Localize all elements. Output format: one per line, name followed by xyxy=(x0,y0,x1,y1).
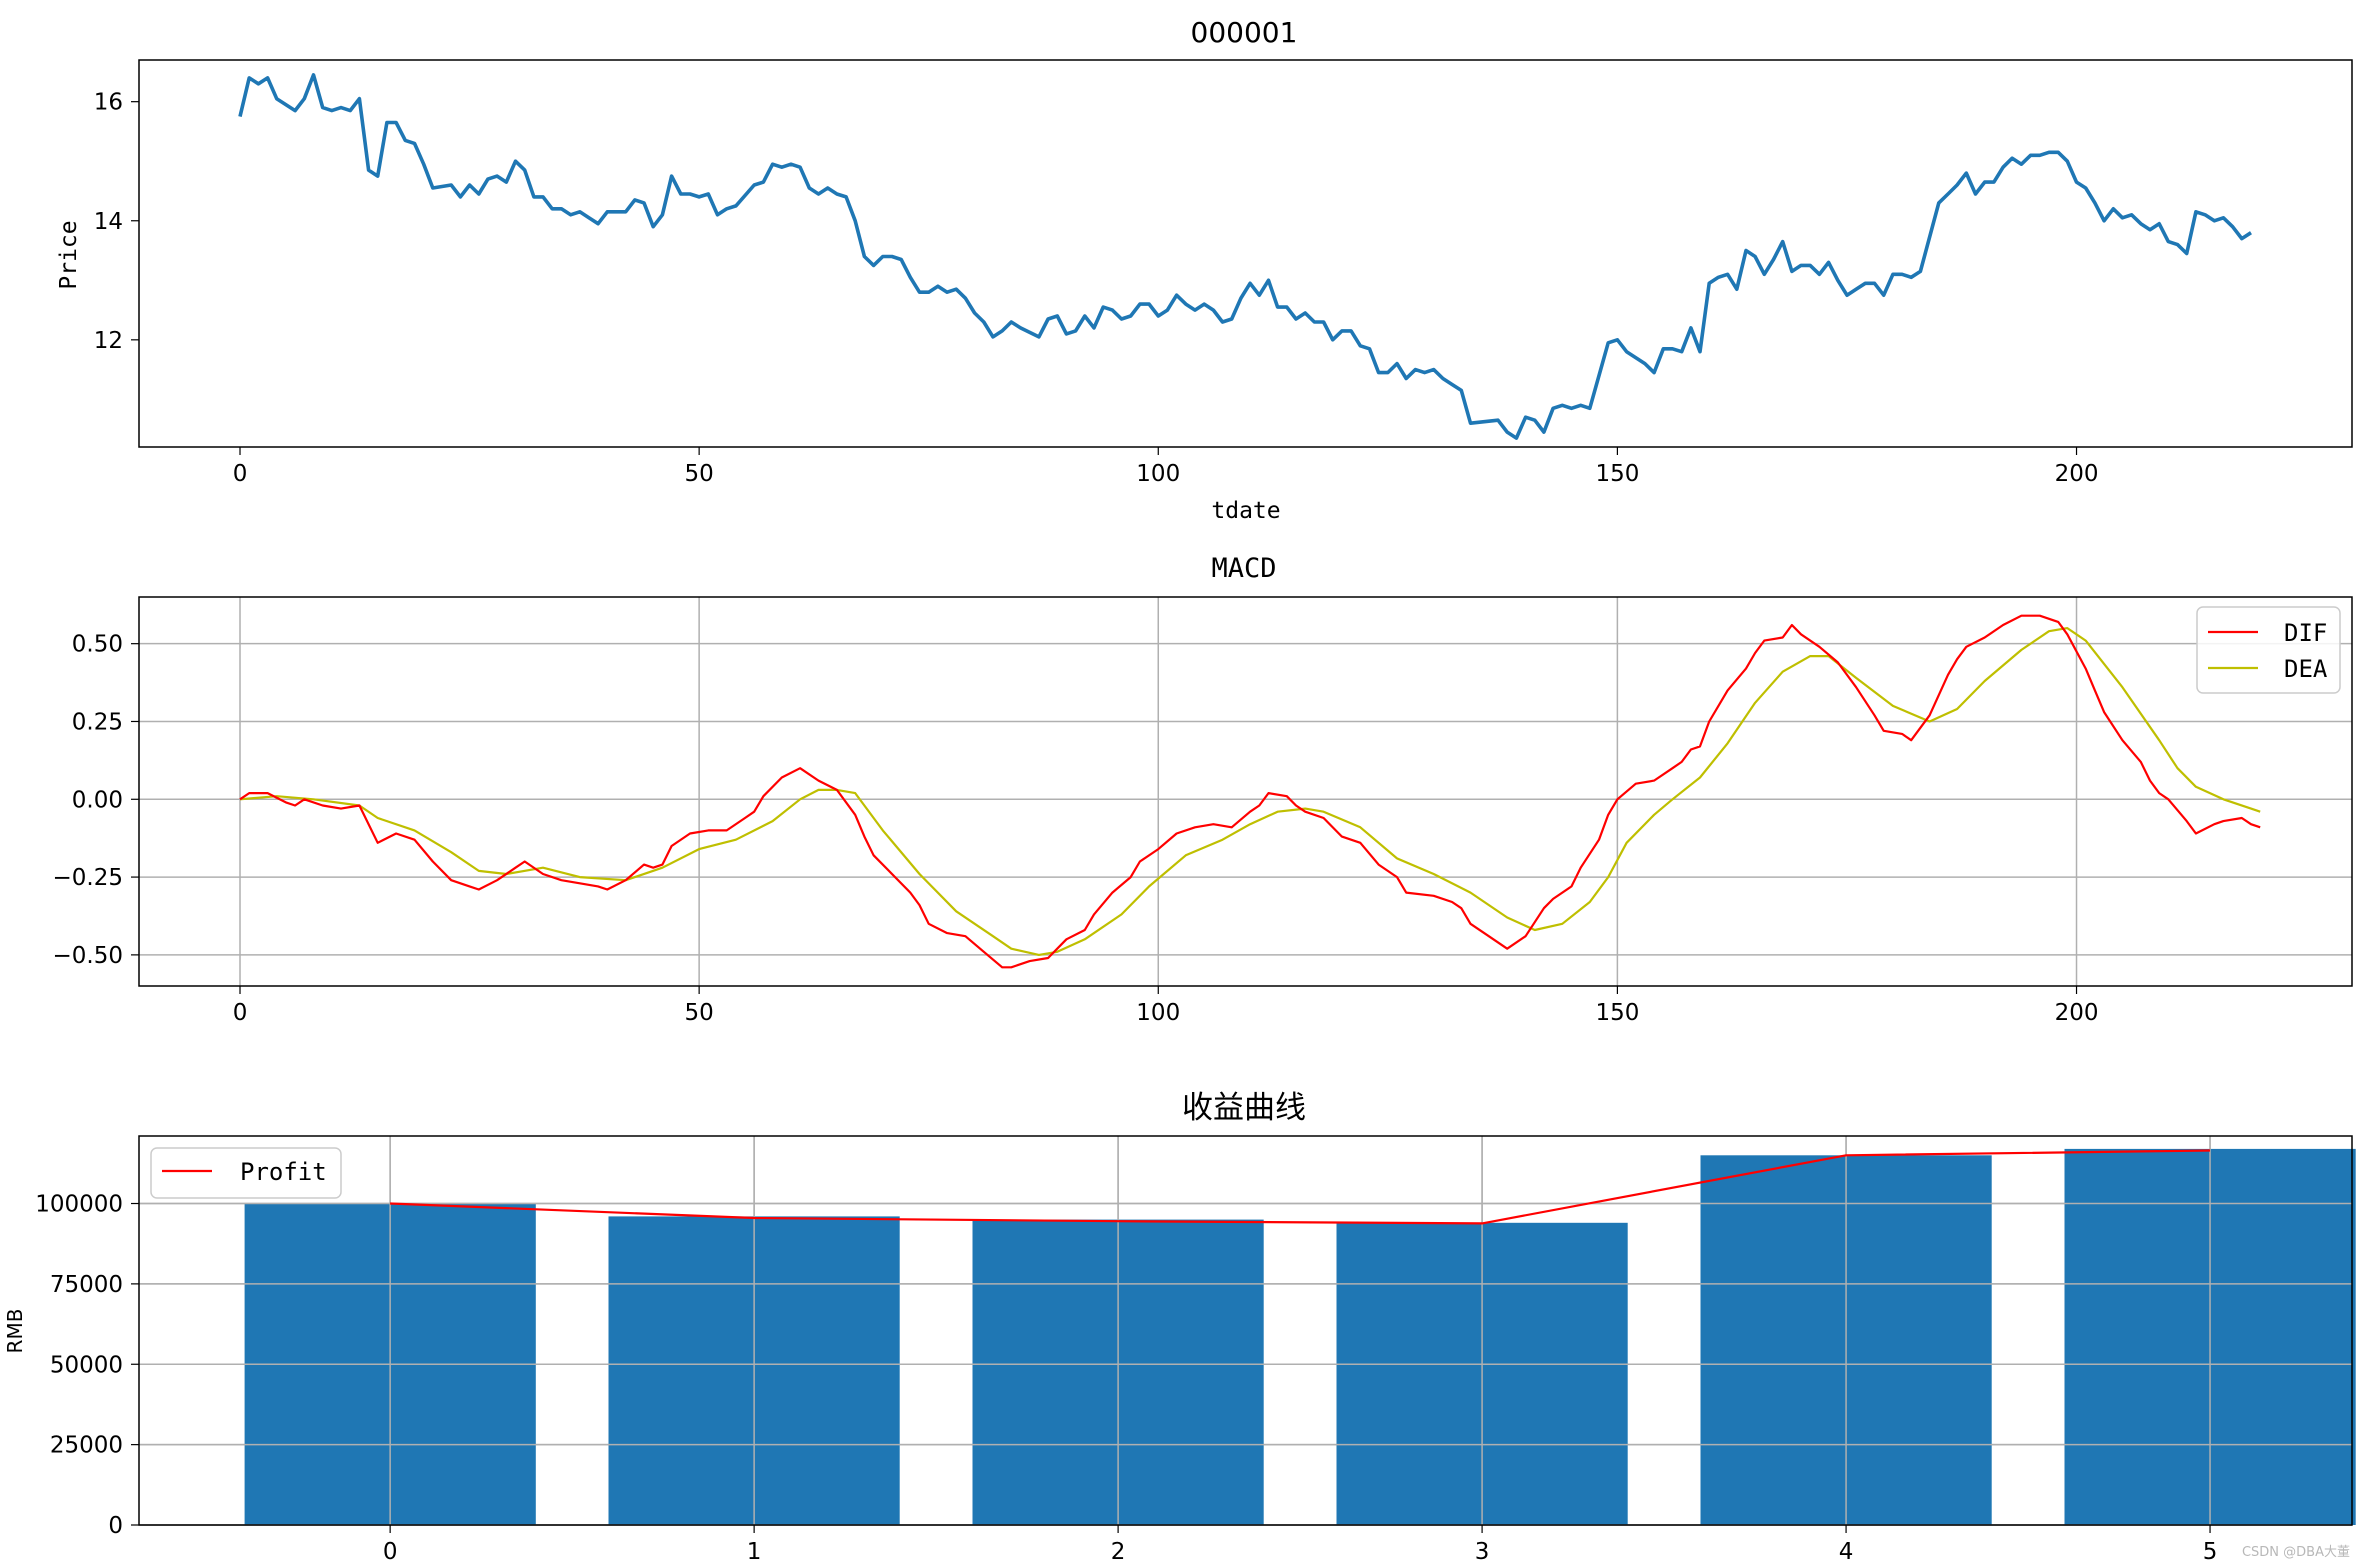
price-x-axis-label: tdate xyxy=(1211,498,1280,524)
legend-dif-label: DIF xyxy=(2284,619,2327,647)
profit-bars xyxy=(244,1148,2356,1525)
macd-x-tick-label: 0 xyxy=(233,1000,248,1026)
profit-y-ticks: 0 25000 50000 75000 100000 xyxy=(35,1192,139,1539)
profit-x-tick-label: 2 xyxy=(1111,1539,1126,1562)
price-y-tick-label: 14 xyxy=(94,209,123,235)
profit-x-tick-label: 3 xyxy=(1475,1539,1490,1562)
legend-profit-label: Profit xyxy=(240,1158,327,1186)
price-axes-frame xyxy=(138,59,2353,448)
macd-x-tick-label: 50 xyxy=(684,1000,713,1026)
profit-y-tick-label: 25000 xyxy=(50,1433,123,1459)
profit-y-tick-label: 50000 xyxy=(50,1352,123,1378)
macd-axes-frame xyxy=(138,596,2353,987)
macd-y-tick-label: 0.25 xyxy=(72,709,123,735)
price-y-axis-label: Price xyxy=(56,220,82,289)
price-y-tick-label: 12 xyxy=(94,328,123,354)
price-axes: 000001 0 50 100 150 200 12 14 16 tdate Price xyxy=(56,16,2353,524)
macd-legend: DIF DEA xyxy=(2196,606,2341,694)
macd-y-tick-label: 0.50 xyxy=(72,632,123,658)
profit-x-tick-label: 5 xyxy=(2203,1539,2218,1562)
macd-axes: MACD 0 50 100 150 200 −0.50 −0.25 0.00 0.25 0.50… xyxy=(53,553,2353,1026)
macd-grid xyxy=(139,597,2352,986)
macd-x-tick-label: 200 xyxy=(2055,1000,2099,1026)
macd-legend-box xyxy=(2196,606,2341,694)
profit-y-axis-label: RMB xyxy=(3,1309,27,1354)
profit-line xyxy=(390,1149,2211,1225)
profit-x-tick-label: 0 xyxy=(383,1539,398,1562)
macd-y-ticks: −0.50 −0.25 0.00 0.25 0.50 xyxy=(53,632,139,969)
profit-axes: 收益曲线 0 1 2 3 4 5 0 25000 50000 75000 100000 RMB P… xyxy=(3,1090,2356,1562)
price-x-tick-label: 0 xyxy=(233,461,248,487)
macd-y-tick-label: −0.25 xyxy=(53,865,123,891)
profit-y-tick-label: 75000 xyxy=(50,1272,123,1298)
profit-chart-title: 收益曲线 xyxy=(1182,1090,1306,1126)
profit-x-tick-label: 1 xyxy=(747,1539,762,1562)
profit-legend-box xyxy=(150,1147,342,1199)
macd-dif-line xyxy=(239,614,2261,969)
price-chart-title: 000001 xyxy=(1191,16,1298,49)
profit-x-ticks: 0 1 2 3 4 5 xyxy=(383,1525,2218,1562)
price-y-tick-label: 16 xyxy=(94,90,123,116)
profit-legend: Profit xyxy=(150,1147,342,1199)
legend-dea-label: DEA xyxy=(2284,655,2328,683)
macd-y-tick-label: −0.50 xyxy=(53,943,123,969)
price-plot-area xyxy=(238,73,2252,440)
macd-dea-line xyxy=(239,626,2261,957)
macd-plot-area xyxy=(239,614,2261,969)
profit-axes-frame xyxy=(138,1135,2353,1526)
macd-x-tick-label: 150 xyxy=(1595,1000,1639,1026)
price-close-line xyxy=(238,73,2252,440)
price-x-tick-label: 100 xyxy=(1136,461,1180,487)
macd-x-ticks: 0 50 100 150 200 xyxy=(233,986,2099,1026)
macd-x-tick-label: 100 xyxy=(1136,1000,1180,1026)
profit-x-tick-label: 4 xyxy=(1839,1539,1854,1562)
macd-chart-title: MACD xyxy=(1211,553,1276,584)
watermark: CSDN @DBA大董 xyxy=(2242,1545,2350,1560)
profit-y-tick-label: 0 xyxy=(108,1513,123,1539)
price-y-ticks: 12 14 16 xyxy=(94,90,139,354)
price-x-ticks: 0 50 100 150 200 xyxy=(233,447,2099,487)
price-x-tick-label: 50 xyxy=(684,461,713,487)
profit-y-tick-label: 100000 xyxy=(35,1192,123,1218)
price-x-tick-label: 150 xyxy=(1595,461,1639,487)
macd-y-tick-label: 0.00 xyxy=(72,787,123,813)
price-x-tick-label: 200 xyxy=(2055,461,2099,487)
